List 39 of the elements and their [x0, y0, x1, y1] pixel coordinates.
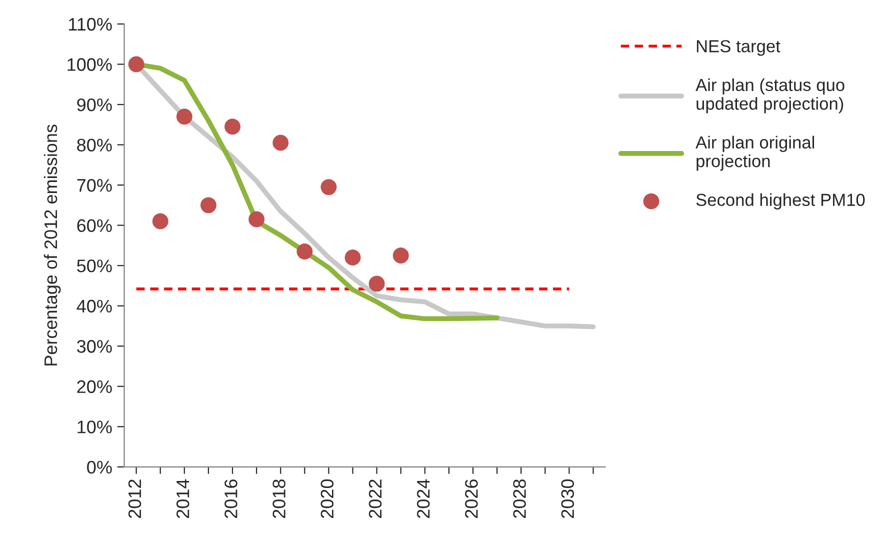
y-tick-label: 40% — [76, 300, 112, 313]
point — [368, 276, 385, 292]
y-tick-label: 60% — [77, 219, 112, 232]
point — [320, 179, 337, 196]
point — [200, 197, 216, 214]
point — [176, 108, 192, 125]
point — [344, 250, 361, 266]
legend-label: Second highest PM10 — [696, 193, 865, 210]
y-tick-label: 0% — [87, 460, 112, 474]
x-tick-label: 2018 — [272, 479, 286, 518]
y-tick-label: 30% — [77, 340, 112, 353]
point — [248, 211, 265, 228]
y-tick-label: 70% — [77, 178, 112, 192]
y-tick-label: 50% — [77, 260, 112, 272]
point — [224, 118, 240, 135]
y-axis-title: Percentage of 2012 emissions — [44, 124, 61, 366]
x-tick-label: 2024 — [416, 479, 430, 518]
x-tick-label: 2020 — [320, 479, 334, 518]
x-tick-label: 2030 — [561, 479, 574, 518]
x-tick-label: 2016 — [224, 480, 238, 518]
y-tick-label: 20% — [77, 380, 112, 394]
point — [128, 56, 144, 72]
y-tick-label: 80% — [77, 138, 112, 152]
point — [272, 134, 289, 151]
legend-label: Air plan original projection — [696, 136, 814, 171]
legend-label: Air plan (status quo updated projection) — [696, 78, 844, 114]
x-tick-label: 2012 — [128, 480, 142, 518]
point — [392, 248, 409, 264]
x-tick-label: 2014 — [176, 479, 190, 518]
y-tick-label: 90% — [77, 98, 112, 112]
x-tick-label: 2028 — [513, 479, 526, 518]
point — [152, 213, 168, 230]
y-tick-label: 100% — [68, 58, 112, 71]
point — [296, 244, 313, 260]
x-tick-label: 2026 — [465, 480, 478, 518]
x-tick-label: 2022 — [368, 480, 382, 518]
legend-label: NES target — [696, 40, 780, 56]
y-tick-label: 110% — [68, 18, 112, 31]
y-tick-label: 10% — [78, 420, 112, 434]
